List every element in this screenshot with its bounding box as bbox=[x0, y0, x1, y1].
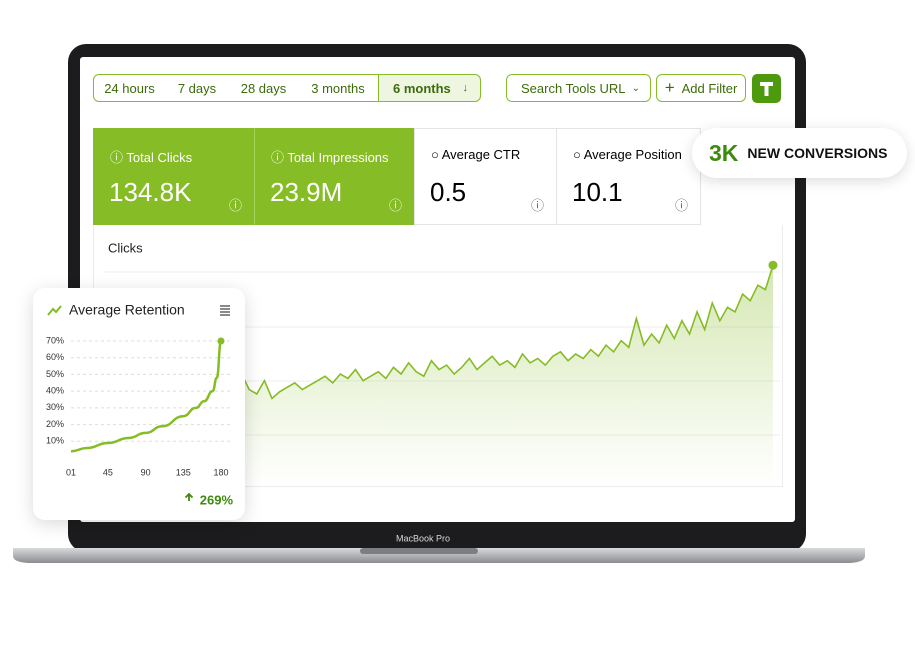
chevron-icon: ⌄ bbox=[631, 82, 640, 94]
metric-label: ○ Average Position bbox=[573, 147, 682, 162]
metric-label: ⓘ Total Impressions bbox=[271, 150, 389, 165]
add-filter-button[interactable]: + Add Filter bbox=[656, 74, 746, 102]
info-icon: ⓘ bbox=[530, 198, 544, 213]
logo-button[interactable] bbox=[752, 74, 781, 103]
chart-title: Average Retention bbox=[69, 302, 185, 318]
badge-label: NEW CONVERSIONS bbox=[747, 145, 888, 161]
metric-label-text: Total Impressions bbox=[287, 150, 389, 165]
laptop-base bbox=[13, 548, 865, 563]
y-tick-label: 20% bbox=[46, 419, 64, 429]
add-filter-label: Add Filter bbox=[681, 80, 738, 96]
metric-value: 10.1 bbox=[572, 177, 623, 207]
metric-value: 0.5 bbox=[430, 177, 467, 207]
metric-value: 23.9M bbox=[270, 177, 343, 207]
range-label: 6 months bbox=[393, 80, 451, 96]
change-label: 269% bbox=[200, 492, 234, 507]
search-dropdown[interactable]: Search Tools URL ⌄ bbox=[506, 74, 651, 102]
range-button[interactable]: 28 days bbox=[229, 74, 299, 102]
metric-card[interactable]: ⓘ Total Impressions 23.9M ⓘ bbox=[254, 128, 415, 225]
range-button[interactable]: 24 hours bbox=[93, 74, 166, 102]
search-label: Search Tools URL bbox=[521, 80, 626, 96]
x-tick-label: 180 bbox=[213, 467, 228, 477]
metric-label-text: Average CTR bbox=[441, 147, 521, 162]
y-tick-label: 30% bbox=[46, 402, 64, 412]
info-icon: ⓘ bbox=[674, 198, 688, 213]
y-tick-label: 50% bbox=[46, 369, 64, 379]
x-tick-label: 01 bbox=[66, 467, 76, 477]
trend-icon bbox=[47, 305, 62, 316]
end-point bbox=[217, 337, 225, 345]
area bbox=[105, 265, 773, 485]
badge-value: 3K bbox=[709, 139, 739, 166]
arrow-icon: ↓ bbox=[462, 82, 469, 94]
metric-label: ○ Average CTR bbox=[431, 147, 521, 162]
up-arrow-icon bbox=[184, 492, 194, 501]
x-tick-label: 135 bbox=[176, 467, 191, 477]
metric-label: ⓘ Total Clicks bbox=[110, 150, 193, 165]
metric-label-text: Total Clicks bbox=[126, 150, 193, 165]
retention-chart: Average Retention 269% 10% 20% 30% 40% 50% 60… bbox=[46, 302, 234, 508]
y-tick-label: 10% bbox=[46, 436, 64, 446]
retention-card: Average Retention 269% 10% 20% 30% 40% 50% 60… bbox=[33, 288, 245, 520]
end-point bbox=[768, 260, 778, 270]
y-tick-label: 70% bbox=[46, 335, 64, 345]
plus-icon: + bbox=[664, 78, 675, 97]
range-button[interactable]: 3 months bbox=[298, 74, 379, 102]
range-button-active[interactable]: 6 months ↓ bbox=[378, 74, 481, 102]
metric-card[interactable]: ○ Average CTR 0.5 ⓘ bbox=[414, 128, 557, 225]
conversions-badge: 3K NEW CONVERSIONS bbox=[692, 128, 907, 178]
device-label: MacBook Pro bbox=[396, 533, 450, 543]
y-tick-label: 60% bbox=[46, 352, 64, 362]
notch bbox=[360, 548, 478, 554]
x-tick-label: 90 bbox=[141, 467, 151, 477]
info-icon: ⓘ bbox=[228, 198, 242, 213]
logo-glyph bbox=[760, 82, 773, 96]
metric-card[interactable]: ○ Average Position 10.1 ⓘ bbox=[556, 128, 701, 225]
y-tick-label: 40% bbox=[46, 386, 64, 396]
metric-label-text: Average Position bbox=[583, 147, 682, 162]
metric-card[interactable]: ⓘ Total Clicks 134.8K ⓘ bbox=[93, 128, 255, 225]
menu-icon bbox=[220, 305, 230, 316]
info-icon: ⓘ bbox=[388, 198, 402, 213]
line bbox=[70, 339, 223, 453]
chart-title: Clicks bbox=[108, 240, 143, 255]
metric-value: 134.8K bbox=[109, 177, 192, 207]
range-button[interactable]: 7 days bbox=[165, 74, 230, 102]
x-tick-label: 45 bbox=[103, 467, 113, 477]
